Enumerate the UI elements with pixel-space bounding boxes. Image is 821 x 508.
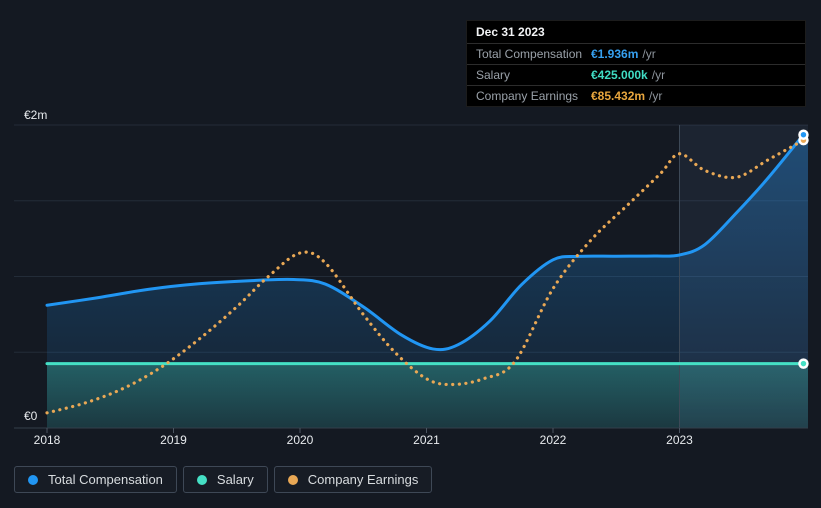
legend-item-total-compensation[interactable]: Total Compensation xyxy=(14,466,177,493)
plot-hover-region[interactable] xyxy=(14,125,808,428)
legend-dot-2 xyxy=(287,474,298,485)
tooltip-date: Dec 31 2023 xyxy=(476,25,545,39)
x-axis-label-2018: 2018 xyxy=(34,433,61,447)
tooltip-unit: /yr xyxy=(642,47,656,61)
x-axis-label-2019: 2019 xyxy=(160,433,187,447)
legend-label: Company Earnings xyxy=(307,472,419,487)
highlight-band xyxy=(679,125,808,428)
legend-dot-0 xyxy=(28,474,38,485)
y-axis-label-max: €2m xyxy=(24,108,47,122)
tooltip-value-0: €1.936m xyxy=(591,47,639,61)
end-marker-salary[interactable] xyxy=(798,358,809,369)
series-line-total-compensation xyxy=(45,133,805,352)
legend-item-salary[interactable]: Salary xyxy=(182,466,268,493)
tooltip-label: Company Earnings xyxy=(476,89,579,103)
tooltip-label: Salary xyxy=(476,68,511,82)
tooltip-value-1: €425.000k xyxy=(591,68,648,82)
y-axis-label-min: €0 xyxy=(24,409,38,423)
tooltip-value-2: €85.432m xyxy=(591,89,646,103)
legend-dot-1 xyxy=(196,474,207,485)
legend-label: Total Compensation xyxy=(48,472,163,487)
end-marker-total-compensation[interactable] xyxy=(798,129,809,140)
tooltip-label: Total Compensation xyxy=(476,47,583,61)
x-axis-label-2021: 2021 xyxy=(413,433,440,447)
chart-tooltip: Dec 31 2023 Total Compensation €1.936m /… xyxy=(466,20,806,107)
chart-legend: Total Compensation Salary Company Earnin… xyxy=(14,466,433,493)
area-fill-salary xyxy=(47,363,808,428)
x-axis-label-2020: 2020 xyxy=(287,433,314,447)
tooltip-unit: /yr xyxy=(651,68,666,82)
legend-label: Salary xyxy=(216,472,254,487)
x-axis-label-2022: 2022 xyxy=(540,433,567,447)
tooltip-row-total-compensation: Total Compensation €1.936m /yr xyxy=(467,43,805,64)
area-fill-total-compensation xyxy=(47,134,808,429)
tooltip-unit: /yr xyxy=(649,89,663,103)
tooltip-row-company-earnings: Company Earnings €85.432m /yr xyxy=(467,85,805,106)
series-line-company-earnings xyxy=(45,138,806,415)
tooltip-row-salary: Salary €425.000k /yr xyxy=(467,64,805,85)
legend-item-company-earnings[interactable]: Company Earnings xyxy=(273,466,433,493)
x-axis-label-2023: 2023 xyxy=(666,433,693,447)
